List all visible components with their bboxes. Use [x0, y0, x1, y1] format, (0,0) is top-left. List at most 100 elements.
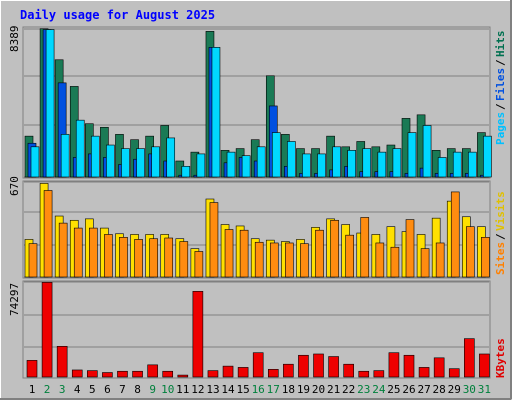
sites-bar	[119, 236, 128, 278]
pages-bar	[302, 153, 311, 178]
x-tick-label: 28	[433, 383, 446, 396]
x-tick-label: 23	[357, 383, 370, 396]
kbytes-bar	[71, 369, 83, 378]
sites-bar	[481, 236, 490, 278]
sites-bar	[164, 237, 174, 278]
x-tick-label: 15	[236, 383, 249, 396]
series-axis-label: Hits	[494, 31, 507, 58]
pages-bar	[392, 148, 402, 178]
series-axis-label: Visits	[494, 191, 507, 231]
pages-bar	[287, 141, 296, 178]
sites-bar	[315, 229, 324, 278]
sites-bar	[330, 219, 339, 278]
pages-bar	[362, 148, 372, 178]
x-tick-label: 25	[387, 383, 400, 396]
x-tick-label: 27	[417, 383, 430, 396]
x-tick-label: 30	[463, 383, 476, 396]
axis-label-separator: /	[494, 59, 507, 66]
sites-bar	[43, 190, 53, 278]
sites-bar	[89, 227, 98, 278]
sites-bar	[390, 246, 400, 278]
sites-bar	[239, 229, 249, 278]
x-tick-label: 20	[312, 383, 325, 396]
x-tick-label: 9	[149, 383, 156, 396]
x-tick-label: 1	[29, 383, 36, 396]
sites-bar	[450, 191, 460, 278]
pages-bar	[136, 148, 145, 178]
kbytes-bar	[237, 367, 249, 378]
sites-bar	[269, 242, 279, 278]
sites-bar	[73, 227, 83, 278]
sites-bar	[58, 222, 68, 278]
kbytes-bar	[283, 363, 294, 378]
pages-bar	[45, 29, 55, 178]
pages-bar	[75, 119, 85, 178]
kbytes-bar	[26, 360, 38, 378]
x-tick-label: 18	[282, 383, 295, 396]
kbytes-bar	[117, 370, 128, 378]
kbytes-bar	[177, 374, 189, 378]
x-tick-label: 6	[104, 383, 111, 396]
kbytes-bar	[433, 357, 445, 378]
x-tick-label: 31	[478, 383, 491, 396]
pages-bar	[196, 153, 206, 178]
x-tick-label: 11	[176, 383, 189, 396]
kbytes-bar	[132, 370, 143, 378]
kbytes-max-label: 74297	[8, 283, 21, 316]
sites-bar	[254, 241, 264, 278]
pages-bar	[60, 134, 70, 178]
sites-bar	[209, 202, 219, 278]
series-axis-label: Files	[494, 68, 507, 101]
sites-bar	[375, 242, 385, 278]
sites-bar	[285, 242, 294, 278]
sites-bar	[466, 226, 475, 278]
chart-title: Daily usage for August 2025	[20, 8, 215, 22]
x-tick-label: 4	[74, 383, 81, 396]
kbytes-bar	[207, 370, 219, 378]
kbytes-bar	[162, 370, 174, 378]
kbytes-bar	[56, 346, 68, 378]
x-tick-label: 19	[297, 383, 310, 396]
pages-bar	[181, 166, 191, 178]
series-axis-label: Pages	[494, 112, 507, 145]
pages-bar	[332, 146, 341, 178]
x-tick-label: 12	[191, 383, 204, 396]
sites-bar	[28, 243, 38, 278]
sites-bar	[345, 234, 354, 278]
sites-bar	[134, 239, 143, 278]
pages-bar	[91, 135, 100, 178]
sites-bar	[224, 229, 234, 278]
pages-bar	[407, 132, 417, 178]
pages-bar	[151, 146, 160, 178]
sites-bar	[179, 241, 189, 278]
x-tick-label: 29	[448, 383, 461, 396]
x-tick-label: 8	[134, 383, 141, 396]
pages-bar	[211, 47, 221, 178]
kbytes-bar	[87, 370, 98, 378]
x-tick-label: 5	[89, 383, 96, 396]
series-axis-label: KBytes	[494, 338, 507, 378]
x-tick-label: 24	[372, 383, 386, 396]
kbytes-bar	[298, 354, 309, 378]
pages-bar	[271, 132, 281, 178]
pages-bar	[166, 137, 176, 178]
pages-bar	[256, 146, 266, 178]
x-tick-label: 17	[267, 383, 280, 396]
pages-bar	[452, 151, 462, 178]
kbytes-bar	[102, 372, 113, 378]
pages-bar	[468, 151, 477, 178]
x-tick-label: 26	[402, 383, 415, 396]
pages-bar	[422, 125, 432, 178]
kbytes-bar	[252, 352, 264, 378]
sites-bar	[420, 248, 430, 278]
x-tick-label: 22	[342, 383, 355, 396]
x-tick-label: 16	[252, 383, 265, 396]
pages-bar	[437, 157, 447, 178]
x-tick-label: 14	[221, 383, 235, 396]
sites-bar	[300, 243, 309, 278]
kbytes-bar	[222, 365, 234, 378]
kbytes-bar	[388, 352, 400, 378]
pages-bar	[30, 146, 40, 178]
sites-bar	[405, 219, 415, 278]
kbytes-bar	[267, 369, 279, 378]
